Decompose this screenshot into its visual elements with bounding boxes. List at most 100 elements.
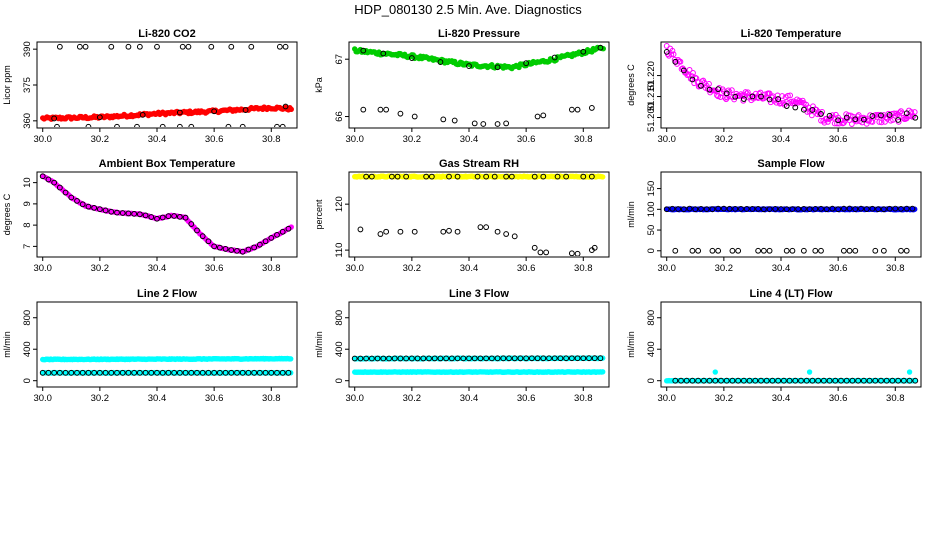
data-point: [357, 226, 364, 233]
data-point: [743, 206, 750, 212]
data-point: [517, 355, 524, 362]
y-axis-label: kPa: [314, 77, 324, 93]
data-point: [394, 173, 401, 180]
data-point: [700, 377, 707, 384]
data-point: [591, 244, 598, 251]
data-point: [735, 247, 742, 254]
data-point: [806, 206, 813, 213]
plot-area: [663, 205, 918, 254]
data-point: [282, 103, 289, 110]
data-point: [852, 206, 859, 212]
y-tick-label: 9: [22, 201, 33, 206]
plot-area: [39, 355, 294, 376]
data-point: [176, 213, 183, 220]
data-point: [477, 224, 484, 231]
data-point: [692, 206, 699, 213]
data-point: [875, 206, 882, 213]
data-point: [775, 96, 782, 102]
data-point: [551, 54, 558, 61]
x-tick-label: 30.2: [715, 134, 734, 145]
data-point: [74, 198, 80, 204]
data-point: [279, 123, 286, 127]
x-tick-label: 30.0: [345, 263, 364, 274]
data-point: [752, 377, 759, 384]
data-point: [403, 173, 410, 180]
data-point: [812, 247, 819, 254]
data-point: [826, 112, 833, 119]
data-point: [792, 377, 799, 384]
data-point: [898, 205, 904, 212]
data-point: [809, 377, 816, 384]
data-point: [852, 116, 859, 123]
data-point: [437, 355, 444, 362]
data-point: [903, 247, 910, 254]
data-point: [912, 377, 919, 384]
data-point: [698, 206, 704, 212]
data-point: [185, 43, 192, 50]
data-point: [108, 369, 115, 376]
data-point: [683, 377, 690, 384]
data-point: [779, 93, 786, 99]
x-tick-label: 30.8: [886, 263, 905, 274]
x-tick-label: 30.8: [886, 134, 905, 145]
data-point: [234, 369, 240, 376]
x-tick-label: 30.6: [517, 393, 536, 404]
y-axis-label: degrees C: [2, 193, 12, 235]
data-point: [880, 206, 887, 213]
data-point: [282, 43, 289, 50]
data-point: [732, 205, 739, 212]
data-point: [483, 355, 490, 362]
plot-frame: [36, 301, 298, 388]
plot-area: [664, 369, 919, 384]
data-point: [903, 110, 910, 117]
data-point: [466, 63, 472, 69]
x-tick-label: 30.0: [33, 263, 52, 274]
data-point: [408, 55, 415, 61]
panel-title: Li-820 Pressure: [438, 28, 520, 40]
series-ring: [39, 173, 292, 255]
data-point: [695, 247, 702, 254]
plot-area: [40, 43, 294, 127]
data-point: [554, 173, 561, 180]
series-lower: [54, 123, 286, 127]
data-point: [397, 110, 404, 117]
data-point: [574, 250, 581, 256]
data-point: [740, 377, 747, 384]
data-point: [114, 369, 120, 376]
data-point: [669, 205, 676, 212]
data-point: [491, 173, 498, 180]
data-point: [832, 377, 839, 384]
data-point: [591, 355, 598, 362]
data-point: [216, 244, 223, 251]
y-tick-label: 51.220: [646, 61, 657, 90]
data-point: [211, 243, 218, 250]
data-point: [288, 106, 294, 113]
x-tick-label: 30.6: [205, 263, 224, 274]
data-point: [540, 173, 547, 180]
data-point: [56, 184, 63, 191]
data-point: [672, 377, 679, 384]
data-point: [208, 43, 215, 50]
data-point: [669, 47, 676, 54]
data-point: [154, 215, 160, 222]
data-point: [182, 214, 189, 221]
series-main: [352, 44, 606, 72]
series-low: [360, 105, 595, 127]
data-point: [909, 113, 916, 120]
data-point: [809, 107, 816, 113]
data-point: [51, 115, 58, 122]
x-tick-label: 30.2: [91, 263, 110, 274]
x-tick-label: 30.4: [460, 134, 479, 145]
data-point: [543, 249, 550, 256]
data-point: [709, 206, 716, 213]
data-point: [789, 206, 796, 213]
data-point: [205, 238, 212, 245]
data-point: [119, 210, 126, 216]
data-point: [85, 203, 92, 210]
data-point: [715, 86, 722, 93]
data-point: [723, 377, 730, 384]
data-point: [743, 90, 750, 97]
data-point: [818, 205, 824, 212]
data-point: [800, 247, 807, 254]
